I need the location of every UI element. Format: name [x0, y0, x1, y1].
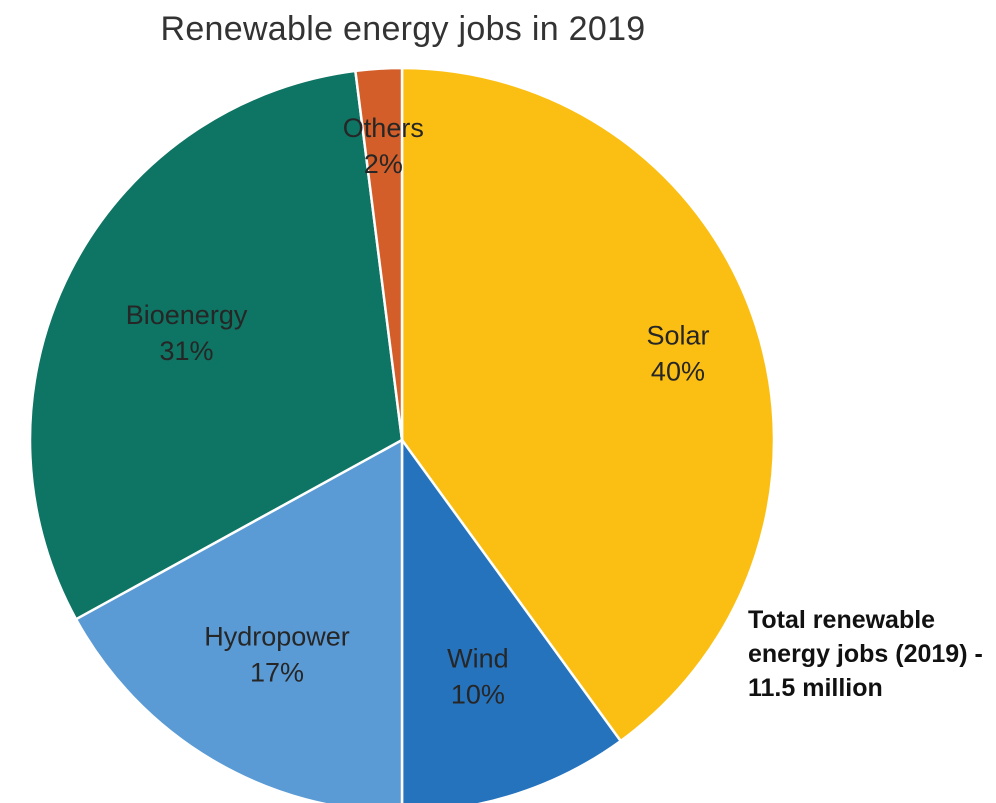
pie-slice-solar [400, 66, 776, 743]
slice-percent-bioenergy: 31% [160, 336, 214, 366]
slice-percent-hydropower: 17% [250, 657, 304, 687]
pie-slices [28, 66, 776, 803]
slice-label-others: Others [343, 113, 424, 143]
total-jobs-annotation: Total renewable energy jobs (2019) - 11.… [748, 606, 983, 702]
slice-percent-solar: 40% [651, 356, 705, 386]
slice-label-wind: Wind [447, 644, 509, 674]
chart-title: Renewable energy jobs in 2019 [160, 10, 646, 48]
slice-label-bioenergy: Bioenergy [126, 300, 248, 330]
slice-label-hydropower: Hydropower [204, 621, 350, 651]
slice-percent-wind: 10% [451, 680, 505, 710]
pie-slice-others [353, 66, 404, 441]
pie-slice-hydropower [74, 437, 404, 803]
slice-label-solar: Solar [646, 320, 709, 350]
pie-slice-bioenergy [28, 69, 404, 621]
pie-slice-wind [400, 436, 623, 803]
slice-percent-others: 2% [364, 149, 403, 179]
pie-labels: Solar 40% Wind 10% Hydropower 17% Bioenergy 31%… [126, 113, 710, 710]
